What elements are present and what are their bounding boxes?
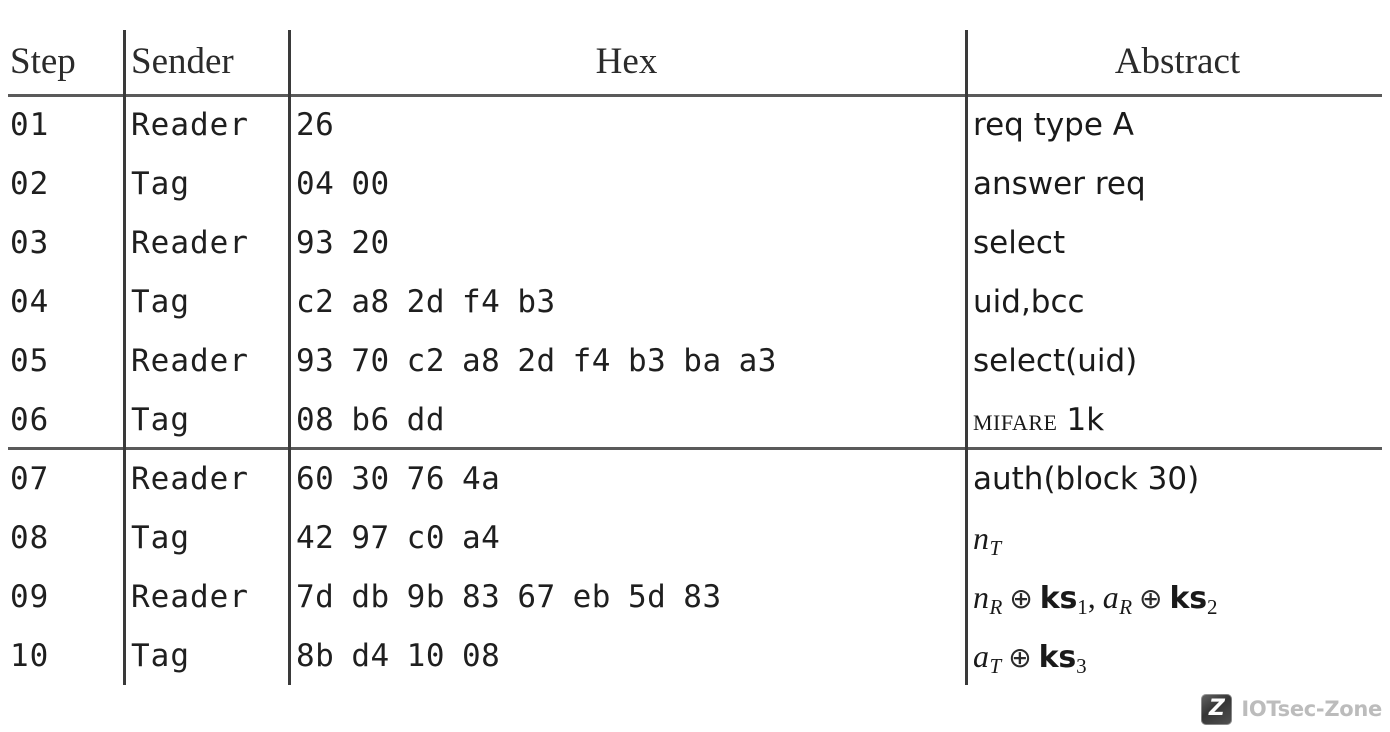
column-divider-hex-abstract — [965, 30, 968, 685]
cell-abstract: auth(block 30) — [973, 461, 1200, 497]
table-row: 03 Reader 93 20 select — [0, 215, 1390, 274]
cell-step: 09 — [10, 579, 50, 615]
math-separator-comma: , — [1087, 579, 1096, 615]
cell-sender: Tag — [131, 520, 190, 556]
column-header-abstract: Abstract — [1114, 41, 1241, 82]
table-header-row: Step Sender Hex Abstract — [0, 33, 1390, 93]
math-var-n: n — [973, 520, 989, 556]
cell-hex: 8b d4 10 08 — [296, 638, 501, 674]
cell-step: 06 — [10, 402, 50, 438]
column-divider-sender-hex — [288, 30, 291, 685]
cell-sender: Reader — [131, 225, 249, 261]
cell-hex: 04 00 — [296, 166, 390, 202]
math-subscript-R: R — [989, 594, 1003, 619]
cell-sender: Reader — [131, 461, 249, 497]
cell-abstract: select — [973, 225, 1066, 261]
cell-sender: Tag — [131, 284, 190, 320]
cell-abstract: req type A — [973, 107, 1134, 143]
keystream-index-1: 1 — [1077, 594, 1088, 619]
math-subscript-T: T — [989, 653, 1002, 678]
cell-sender: Reader — [131, 579, 249, 615]
column-header-hex: Hex — [595, 41, 658, 82]
watermark-label: IOTsec-Zone — [1241, 697, 1382, 721]
cell-hex: 08 b6 dd — [296, 402, 445, 438]
cell-step: 01 — [10, 107, 50, 143]
table-row: 07 Reader 60 30 76 4a auth(block 30) — [0, 451, 1390, 510]
cell-sender: Tag — [131, 166, 190, 202]
cell-step: 07 — [10, 461, 50, 497]
cell-hex: 60 30 76 4a — [296, 461, 501, 497]
protocol-trace-table: Step Sender Hex Abstract 01 Reader 26 re… — [0, 30, 1390, 687]
column-header-sender: Sender — [131, 41, 234, 82]
cell-abstract: MIFARE 1k — [973, 392, 1388, 451]
cell-step: 05 — [10, 343, 50, 379]
column-header-step: Step — [10, 41, 76, 82]
cell-abstract: select(uid) — [973, 343, 1138, 379]
math-var-n: n — [973, 579, 989, 615]
iotsec-zone-logo-icon: Z — [1201, 693, 1233, 725]
cell-hex: 42 97 c0 a4 — [296, 520, 501, 556]
math-var-a: a — [973, 638, 989, 674]
cell-sender: Reader — [131, 107, 249, 143]
section-separator-rule — [8, 447, 1382, 450]
cell-abstract: answer req — [973, 166, 1146, 202]
cell-abstract: aT ⊕ ks3 — [973, 628, 1388, 687]
math-var-a: a — [1102, 579, 1119, 615]
math-subscript-R: R — [1119, 594, 1133, 619]
table-row: 04 Tag c2 a8 2d f4 b3 uid,bcc — [0, 274, 1390, 333]
cell-abstract: nR ⊕ ks1, aR ⊕ ks2 — [973, 569, 1388, 628]
mifare-capacity-label: 1k — [1066, 402, 1105, 438]
cell-abstract: nT — [973, 510, 1388, 569]
cell-step: 03 — [10, 225, 50, 261]
xor-icon: ⊕ — [1009, 582, 1033, 615]
xor-icon: ⊕ — [1008, 641, 1032, 674]
table-row: 05 Reader 93 70 c2 a8 2d f4 b3 ba a3 select(uid) — [0, 333, 1390, 392]
table-row: 06 Tag 08 b6 dd MIFARE 1k — [0, 392, 1390, 451]
logo-letter: Z — [1208, 696, 1225, 721]
cell-sender: Reader — [131, 343, 249, 379]
table-body: 01 Reader 26 req type A 02 Tag 04 00 answ… — [0, 97, 1390, 687]
table-row: 01 Reader 26 req type A — [0, 97, 1390, 156]
table-row: 09 Reader 7d db 9b 83 67 eb 5d 83 nR ⊕ ks1, aR ⊕ ks2 — [0, 569, 1390, 628]
table-row: 02 Tag 04 00 answer req — [0, 156, 1390, 215]
cell-hex: 93 70 c2 a8 2d f4 b3 ba a3 — [296, 343, 777, 379]
cell-hex: 7d db 9b 83 67 eb 5d 83 — [296, 579, 722, 615]
keystream-index-3: 3 — [1076, 653, 1087, 678]
xor-icon: ⊕ — [1139, 582, 1163, 615]
cell-hex: 93 20 — [296, 225, 390, 261]
cell-sender: Tag — [131, 638, 190, 674]
keystream-index-2: 2 — [1206, 594, 1218, 619]
cell-hex: 26 — [296, 107, 335, 143]
watermark: Z IOTsec-Zone — [1201, 692, 1382, 726]
cell-step: 04 — [10, 284, 50, 320]
math-subscript-T: T — [989, 535, 1002, 560]
mifare-smallcaps-label: MIFARE — [973, 402, 1058, 437]
cell-step: 02 — [10, 166, 50, 202]
cell-step: 08 — [10, 520, 50, 556]
table-row: 10 Tag 8b d4 10 08 aT ⊕ ks3 — [0, 628, 1390, 687]
cell-step: 10 — [10, 638, 50, 674]
cell-sender: Tag — [131, 402, 190, 438]
column-divider-step-sender — [123, 30, 126, 685]
header-separator-rule — [8, 94, 1382, 97]
table-row: 08 Tag 42 97 c0 a4 nT — [0, 510, 1390, 569]
keystream-label-1: ks — [1039, 581, 1078, 616]
keystream-label-2: ks — [1169, 581, 1208, 616]
keystream-label-3: ks — [1038, 640, 1077, 675]
cell-abstract: uid,bcc — [973, 284, 1085, 320]
cell-hex: c2 a8 2d f4 b3 — [296, 284, 556, 320]
